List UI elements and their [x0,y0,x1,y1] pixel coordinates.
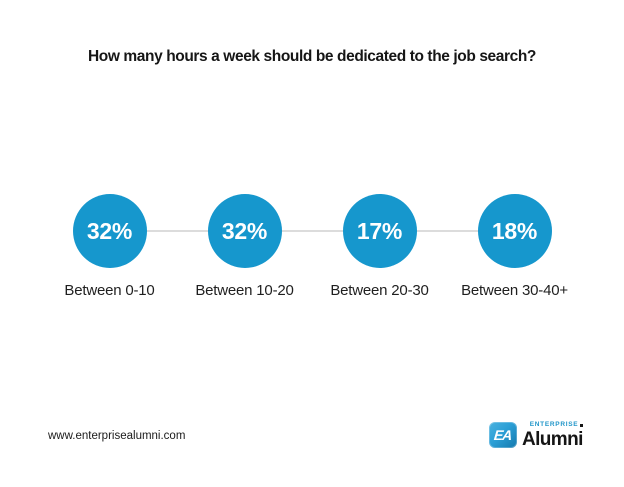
stat-label: Between 0-10 [64,282,155,299]
stat-value: 18% [491,217,538,244]
stat-circle: 18% [477,194,552,268]
ea-monogram-label: EA [493,427,513,444]
stat-label: Between 30-40+ [461,282,568,299]
logo-alumni-label: Alumni [522,428,583,450]
page-title: How many hours a week should be dedicate… [88,48,536,65]
stat-circle: 17% [342,194,417,268]
connector-line [110,230,514,232]
stat-label: Between 20-30 [330,282,429,299]
stat-value: 32% [86,217,133,244]
brand-logo: EA ENTERPRISE Alumni [489,421,583,450]
stat-value: 17% [356,217,403,244]
stat-label: Between 10-20 [195,282,294,299]
logo-enterprise-label: ENTERPRISE [529,421,583,429]
stat-row: 32% Between 0-10 32% Between 10-20 17% B… [42,194,582,314]
enterprise-dot-icon [579,423,583,427]
stat-circle: 32% [72,194,147,268]
stat-item-20-30: 17% Between 20-30 [312,194,447,314]
ea-monogram-icon: EA [489,422,517,449]
footer-website-url: www.enterprisealumni.com [48,430,186,442]
logo-enterprise-text: ENTERPRISE [529,421,579,428]
stat-circle: 32% [207,194,282,268]
stat-item-0-10: 32% Between 0-10 [42,194,177,314]
stat-item-10-20: 32% Between 10-20 [177,194,312,314]
stat-value: 32% [221,217,268,244]
stat-item-30-40plus: 18% Between 30-40+ [447,194,582,314]
logo-text-block: ENTERPRISE Alumni [522,421,583,450]
